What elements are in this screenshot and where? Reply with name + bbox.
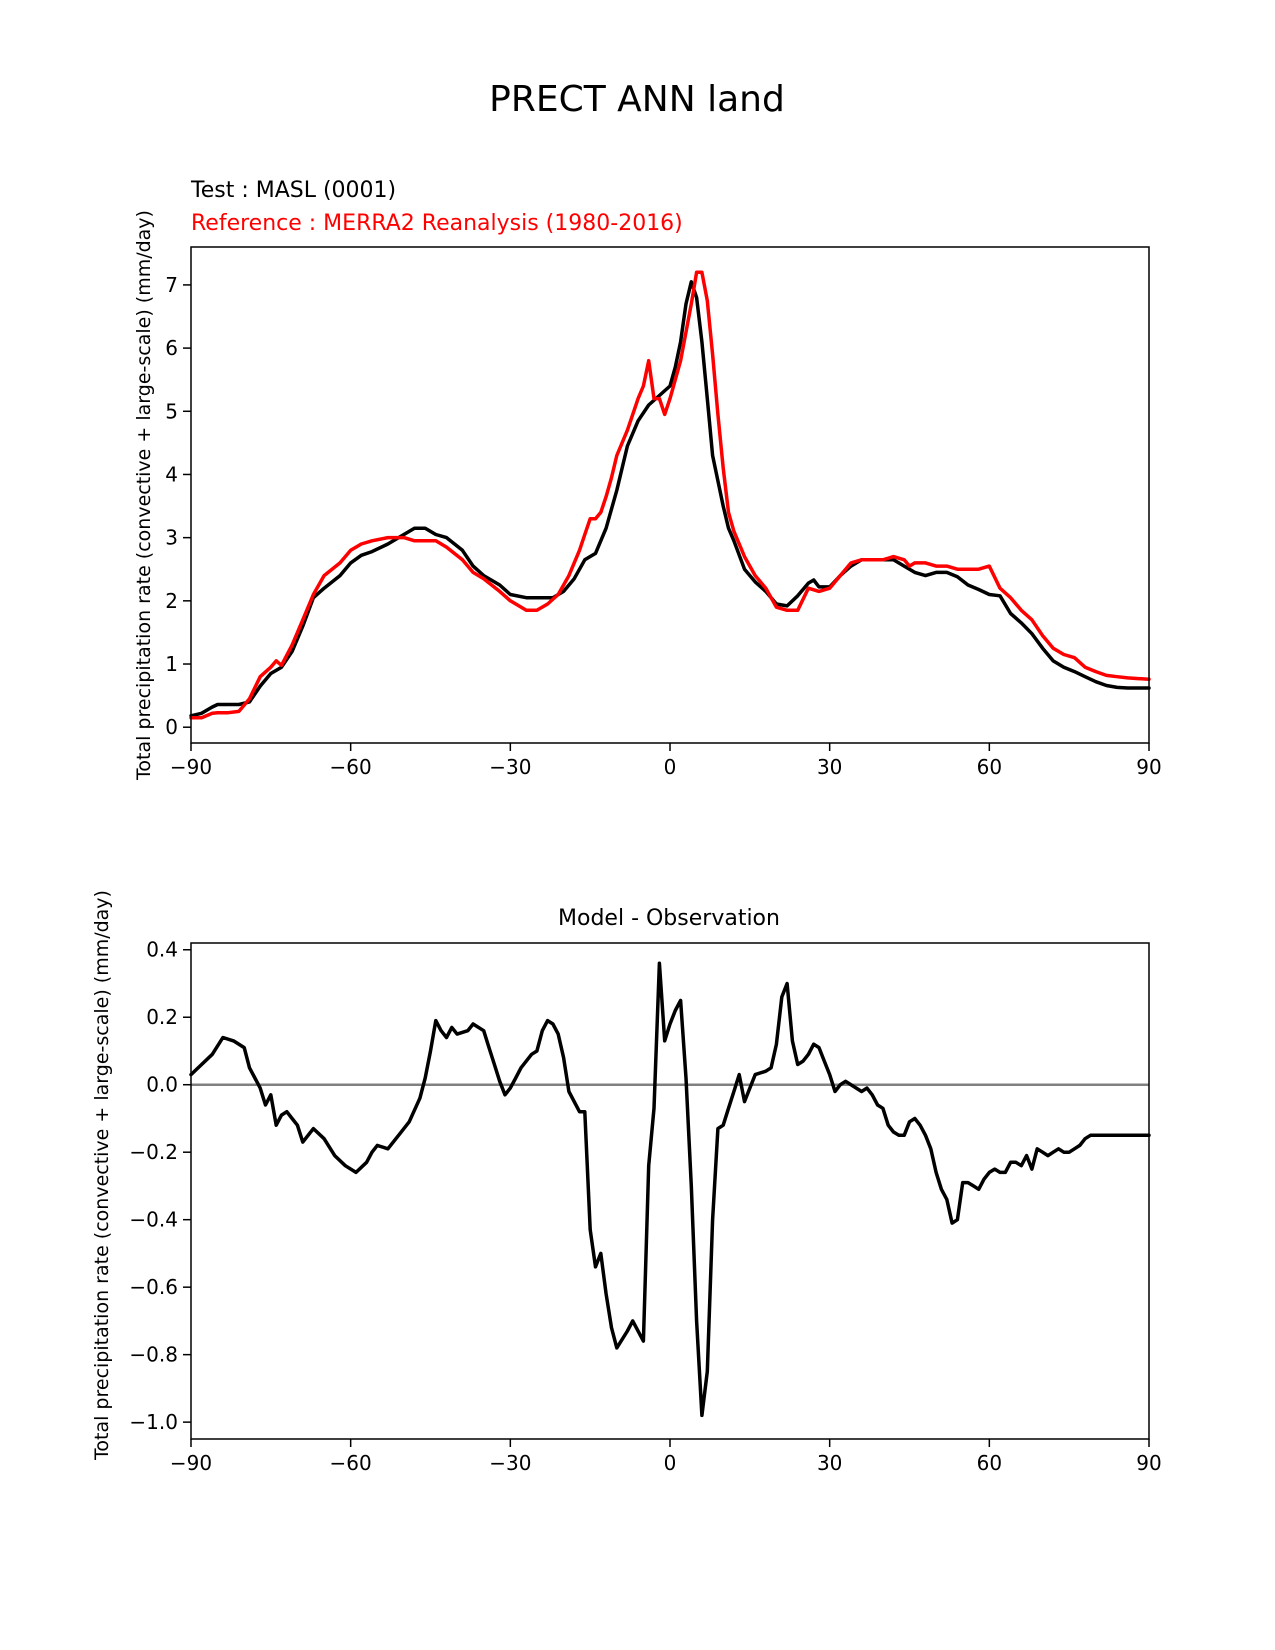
y-tick-label: 7 [165,273,178,297]
reference-series-line [189,270,1151,720]
x-tick-label: 60 [977,1451,1002,1475]
x-tick-label: −30 [489,1451,531,1475]
x-tick-label: −90 [170,1451,212,1475]
test-series-line [189,280,1151,718]
x-tick-label: 60 [977,755,1002,779]
top-panel: −90 −60 −30 0 30 60 90 0 1 2 3 4 5 6 7 [165,246,1162,779]
y-tick-label: 0 [165,715,178,739]
y-tick-label: 4 [165,462,178,486]
y-tick-label: −0.8 [129,1343,178,1367]
x-tick-label: 30 [817,1451,842,1475]
y-tick-label: 3 [165,526,178,550]
x-tick-label: −30 [489,755,531,779]
x-tick-label: 30 [817,755,842,779]
x-tick-label: 0 [664,755,677,779]
bottom-y-axis-label: Total precipitation rate (convective + l… [91,890,113,1461]
x-tick-label: −60 [330,755,372,779]
y-tick-label: 0.2 [146,1005,178,1029]
y-tick-label: 2 [165,589,178,613]
y-tick-label: 6 [165,336,178,360]
y-tick-label: −0.4 [129,1208,178,1232]
difference-series-line [189,961,1151,1418]
x-tick-label: 90 [1136,755,1161,779]
x-tick-label: −60 [330,1451,372,1475]
bottom-panel: −90 −60 −30 0 30 60 90 0.4 0.2 0.0 −0.2 −0.4 −0.6 −0.… [129,938,1161,1475]
y-tick-label: −0.2 [129,1140,178,1164]
y-tick-label: −0.6 [129,1275,178,1299]
x-tick-label: 90 [1136,1451,1161,1475]
top-y-axis-label: Total precipitation rate (convective + l… [133,210,155,781]
legend-reference-label: Reference : MERRA2 Reanalysis (1980-2016… [191,211,683,236]
y-tick-label: 5 [165,399,178,423]
legend-test-label: Test : MASL (0001) [190,178,396,203]
figure-title: PRECT ANN land [489,79,785,120]
x-tick-label: −90 [170,755,212,779]
bottom-panel-title: Model - Observation [558,906,780,931]
y-tick-label: 1 [165,652,178,676]
y-tick-label: −1.0 [129,1410,178,1434]
y-tick-label: 0.4 [146,938,178,962]
x-tick-label: 0 [664,1451,677,1475]
y-tick-label: 0.0 [146,1073,178,1097]
